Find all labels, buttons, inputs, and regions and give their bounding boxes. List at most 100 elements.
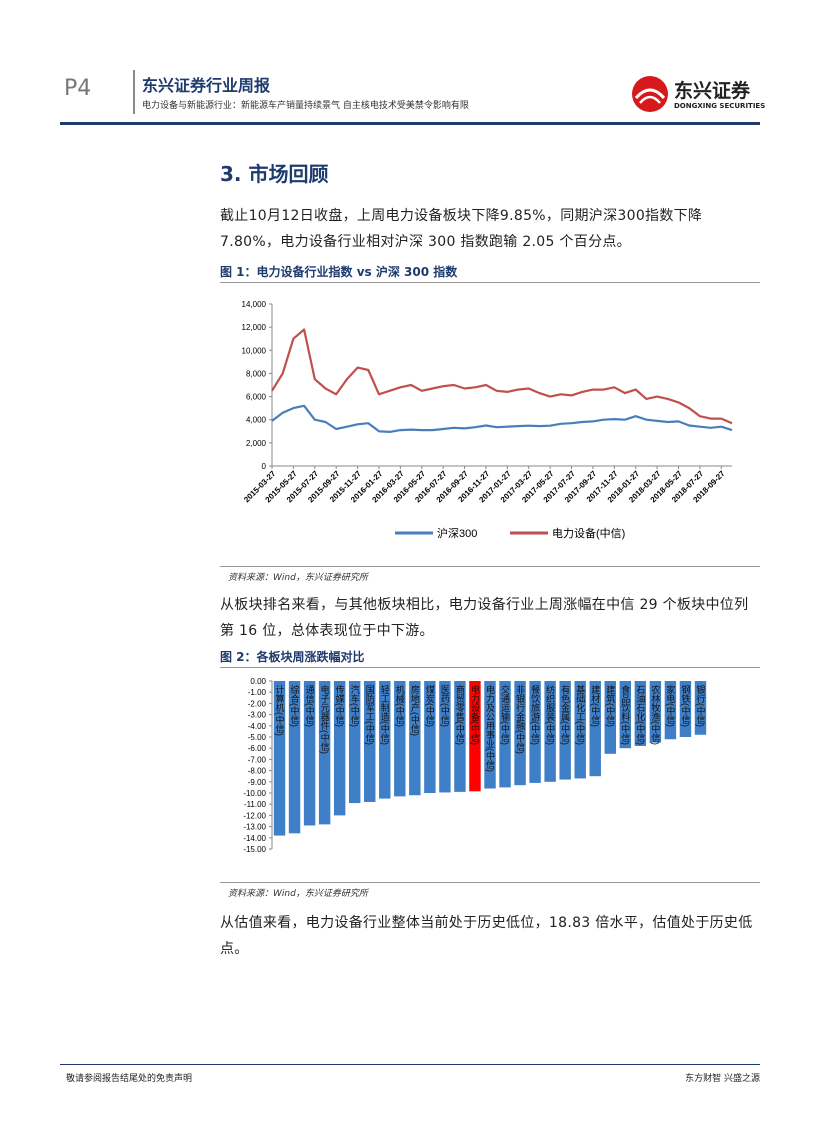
y-tick-label: 6,000 (246, 393, 267, 402)
y-tick-label: -8.00 (248, 767, 267, 776)
category-label: 煤炭(中信) (425, 684, 435, 727)
bar (529, 681, 541, 783)
bar (303, 681, 316, 826)
page-number: P4 (64, 76, 92, 101)
category-label: 石油石化(中信) (635, 685, 645, 745)
source-rule (220, 566, 760, 567)
bar (469, 681, 481, 792)
category-label: 机械(中信) (395, 684, 405, 727)
y-tick-label: 0.00 (250, 677, 266, 686)
bar (634, 681, 647, 746)
y-tick-label: 10,000 (242, 346, 267, 355)
caption-rule (220, 282, 760, 283)
bar (544, 681, 556, 782)
bar (273, 681, 286, 836)
bar (559, 681, 571, 780)
paragraph: 从板块排名来看，与其他板块相比，电力设备行业上周涨幅在中信 29 个板块中位列第… (220, 597, 749, 639)
header-divider (133, 70, 135, 114)
category-label: 计算机(中信) (275, 684, 285, 736)
y-tick-label: -7.00 (248, 755, 267, 764)
header-subtitle: 电力设备与新能源行业：新能源车产销量持续景气 自主核电技术受美禁令影响有限 (142, 101, 469, 111)
bar (348, 681, 361, 804)
paragraph: 截止10月12日收盘，上周电力设备板块下降9.85%，同期沪深300指数下降7.… (220, 208, 703, 250)
category-label: 电力及公用事业(中信) (485, 684, 495, 772)
caption-rule (220, 667, 760, 668)
legend-label: 电力设备(中信) (552, 526, 625, 540)
category-label: 银行(中信) (695, 684, 705, 727)
legend-label: 沪深300 (437, 526, 477, 540)
bar (694, 681, 707, 735)
y-tick-label: -14.00 (243, 834, 266, 843)
figure-source: 资料来源：Wind，东兴证券研究所 (228, 889, 368, 899)
y-tick-label: 8,000 (246, 369, 267, 378)
category-label: 非银行金融(中信) (515, 684, 525, 754)
y-tick-label: -3.00 (248, 711, 267, 720)
y-tick-label: -4.00 (248, 722, 267, 731)
category-label: 有色金属(中信) (560, 684, 570, 745)
category-label: 轻工制造(中信) (380, 684, 390, 745)
category-label: 国防军工(中信) (365, 685, 375, 745)
bar (333, 681, 346, 816)
y-tick-label: -9.00 (248, 778, 267, 787)
series-line (271, 404, 733, 433)
category-label: 农林牧渔(中信) (650, 684, 660, 745)
y-tick-label: -13.00 (243, 823, 266, 832)
bar (454, 681, 466, 792)
bar (424, 681, 436, 793)
y-tick-label: -15.00 (243, 845, 266, 854)
category-label: 钢铁(中信) (680, 684, 690, 727)
bar (649, 681, 662, 743)
paragraph: 从估值来看，电力设备行业整体当前处于历史低位，18.83 倍水平，估值处于历史低… (220, 915, 753, 957)
bar (439, 681, 451, 793)
y-tick-label: -1.00 (248, 688, 267, 697)
header-title: 东兴证券行业周报 (142, 76, 271, 95)
figure-source: 资料来源：Wind，东兴证券研究所 (228, 573, 368, 583)
footer-left: 敬请参阅报告结尾处的免责声明 (66, 1074, 193, 1084)
bar (604, 681, 616, 754)
source-rule (220, 882, 760, 883)
category-label: 汽车(中信) (350, 684, 360, 727)
bar (589, 681, 601, 777)
figure-caption: 图 1：电力设备行业指数 vs 沪深 300 指数 (220, 265, 458, 279)
bar (409, 681, 421, 796)
y-tick-label: -2.00 (248, 699, 267, 708)
y-tick-label: -12.00 (243, 811, 266, 820)
category-label: 传媒(中信) (335, 684, 345, 727)
category-label: 电力设备(中信) (470, 684, 480, 745)
footer-right: 东方财智 兴盛之源 (685, 1074, 760, 1084)
line-chart: 02,0004,0006,0008,00010,00012,00014,0002… (242, 300, 733, 540)
category-label: 医药(中信) (440, 685, 450, 727)
y-tick-label: 14,000 (242, 300, 267, 309)
bar (499, 681, 511, 788)
y-tick-label: -5.00 (248, 733, 267, 742)
bar (514, 681, 526, 786)
y-tick-label: -10.00 (243, 789, 266, 798)
category-label: 建筑(中信) (605, 684, 615, 727)
y-tick-label: 12,000 (242, 323, 267, 332)
logo-english: DONGXING SECURITIES (674, 102, 766, 110)
bar (619, 681, 632, 749)
bar (394, 681, 406, 797)
category-label: 餐饮旅游(中信) (530, 684, 540, 745)
logo-text: 东兴证券 (674, 80, 751, 102)
footer-rule (60, 1064, 760, 1065)
y-tick-label: -6.00 (248, 744, 267, 753)
bar (379, 681, 391, 799)
category-label: 家电(中信) (665, 684, 675, 727)
bar (484, 681, 496, 789)
y-tick-label: -11.00 (244, 800, 267, 809)
category-label: 基础化工(中信) (575, 684, 585, 745)
category-label: 纺织服装(中信) (545, 684, 555, 745)
bar (364, 681, 376, 802)
bar (288, 681, 301, 834)
y-tick-label: 4,000 (246, 416, 267, 425)
category-label: 食品饮料(中信) (620, 684, 630, 745)
category-label: 通信(中信) (305, 685, 315, 727)
category-label: 房地产(中信) (410, 684, 420, 736)
category-label: 综合(中信) (290, 684, 300, 727)
category-label: 电子元器件(中信) (320, 684, 330, 754)
y-tick-label: 0 (262, 462, 267, 471)
section-heading: 3. 市场回顾 (220, 162, 329, 186)
bar-chart: 0.00 -1.00 -2.00 -3.00 -4.00 -5.00 -6.00 -7.00 -… (243, 677, 707, 854)
